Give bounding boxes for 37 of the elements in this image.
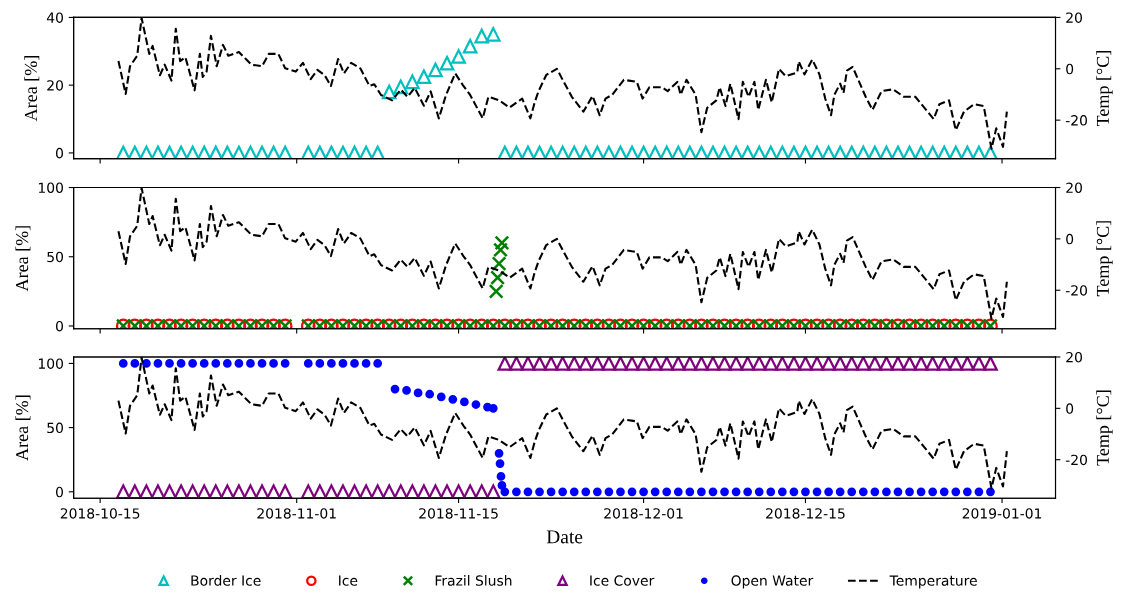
y-axis-title: Area [%]	[24, 56, 40, 122]
x-tick-label: 2018-10-15	[60, 508, 140, 519]
y-tick-label: 40	[46, 12, 63, 23]
legend-label: Ice	[339, 575, 358, 586]
x-tick-label: 2018-12-15	[766, 508, 845, 519]
y-tick-label: 50	[47, 251, 63, 263]
y2-tick-label: 20	[1066, 12, 1082, 23]
x-tick-label: 2018-11-15	[419, 508, 498, 519]
y-tick-label: 0	[56, 320, 63, 332]
y2-tick-label: -20	[1065, 285, 1087, 296]
legend-label: Ice Cover	[590, 575, 655, 586]
y2-axis-title: Temp [°C]	[1096, 221, 1113, 297]
y2-tick-label: 0	[1066, 403, 1074, 414]
y2-tick-label: 20	[1066, 351, 1082, 363]
y-axis-title: Area [%]	[15, 226, 31, 292]
y-tick-label: 50	[47, 422, 63, 434]
y-axis-title: Area [%]	[15, 395, 31, 461]
legend-label: Temperature	[889, 575, 977, 589]
y2-axis-title: Temp [°C]	[1096, 51, 1113, 127]
x-tick-label: 2018-12-01	[604, 508, 683, 519]
legend-label: Border Ice	[191, 575, 261, 586]
legend-label: Frazil Slush	[435, 575, 512, 586]
legend-label: Open Water	[731, 575, 814, 589]
x-tick-label: 2018-11-01	[257, 508, 336, 519]
y-tick-label: 0	[56, 486, 63, 498]
y-tick-label: 100	[38, 358, 63, 369]
x-tick-label: 2019-01-01	[962, 508, 1042, 519]
y2-tick-label: 0	[1066, 63, 1074, 75]
y2-tick-label: 20	[1066, 182, 1082, 193]
x-axis-title: Date	[546, 530, 583, 544]
y2-axis-title: Temp [°C]	[1096, 390, 1113, 466]
y2-tick-label: 0	[1066, 233, 1074, 245]
y-tick-label: 100	[38, 182, 63, 193]
y-tick-label: 20	[47, 80, 63, 91]
y-tick-label: 0	[56, 147, 63, 159]
y2-tick-label: -20	[1065, 454, 1087, 466]
y2-tick-label: -20	[1065, 115, 1087, 126]
